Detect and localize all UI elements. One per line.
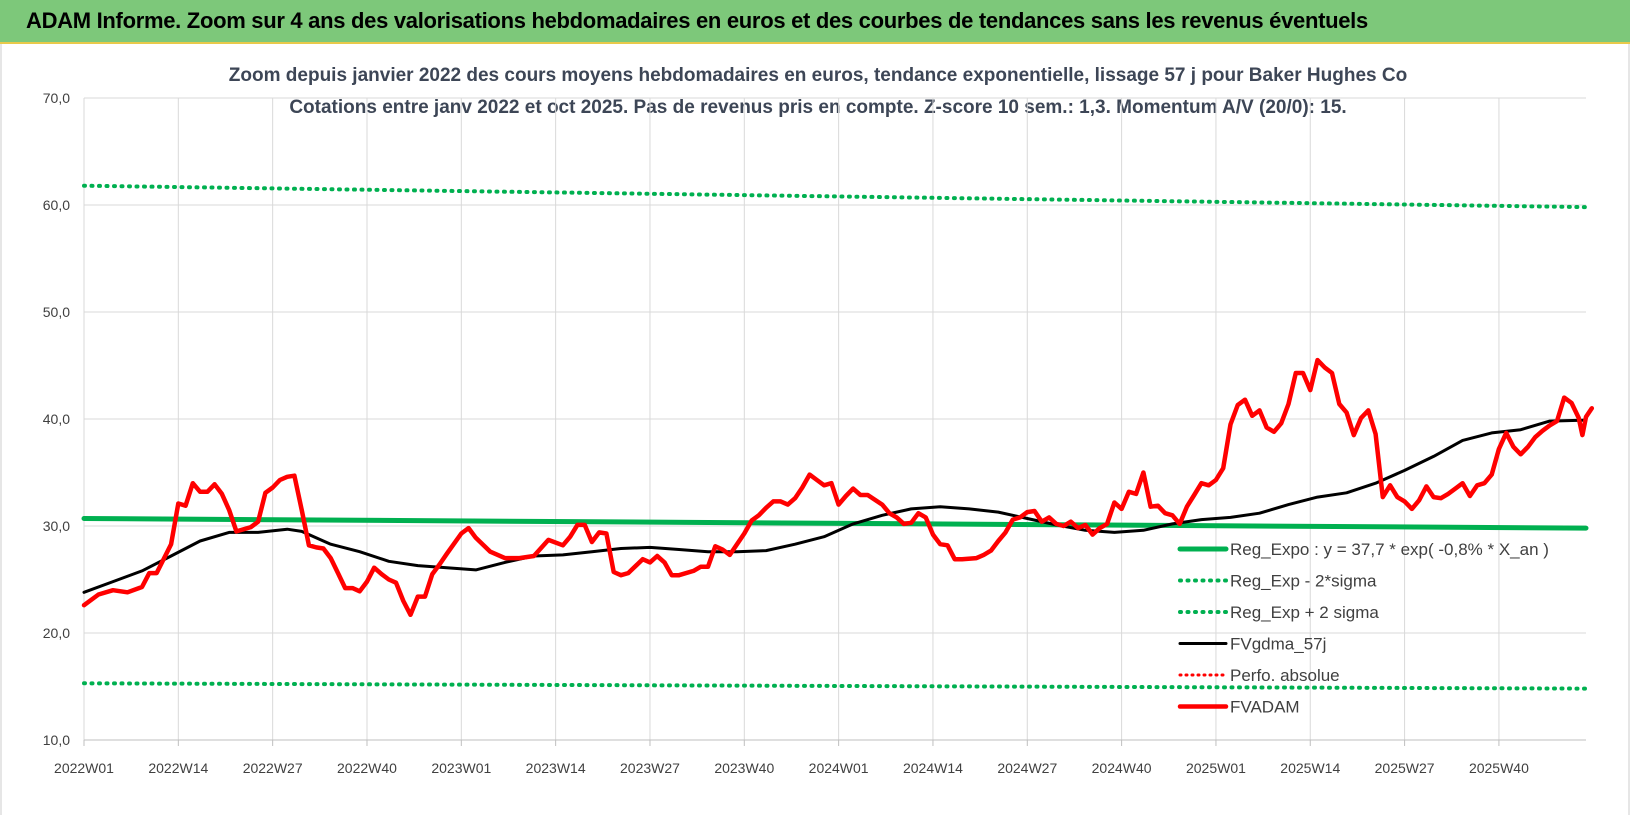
- y-tick-label: 40,0: [43, 411, 70, 427]
- series-line-1: [82, 681, 1588, 691]
- legend-label-0: Reg_Expo : y = 37,7 * exp( -0,8% * X_an …: [1230, 540, 1549, 559]
- y-tick-label: 30,0: [43, 518, 70, 534]
- grid: [83, 97, 1586, 746]
- series-layer: [81, 183, 1595, 691]
- chart-frame: [0, 44, 1630, 815]
- x-tick-label: 2023W14: [526, 760, 586, 776]
- series-line-3: [82, 418, 1588, 594]
- x-tick-label: 2025W01: [1186, 760, 1246, 776]
- series-line-0: [81, 516, 1589, 531]
- x-tick-label: 2024W14: [903, 760, 963, 776]
- x-tick-label: 2022W27: [243, 760, 303, 776]
- legend-label-3: FVgdma_57j: [1230, 635, 1326, 654]
- y-tick-label: 60,0: [43, 197, 70, 213]
- chart-subtitle: Cotations entre janv 2022 et oct 2025. P…: [289, 97, 1346, 118]
- x-tick-label: 2024W01: [809, 760, 869, 776]
- x-tick-label: 2024W40: [1092, 760, 1152, 776]
- y-axis-ticks: 10,0 20,0 30,0 40,0 50,0 60,0 70,0: [43, 90, 70, 748]
- y-tick-label: 10,0: [43, 732, 70, 748]
- x-tick-label: 2025W14: [1280, 760, 1340, 776]
- x-tick-label: 2023W01: [431, 760, 491, 776]
- x-tick-label: 2024W27: [997, 760, 1057, 776]
- y-tick-label: 50,0: [43, 304, 70, 320]
- header-bar: ADAM Informe. Zoom sur 4 ans des valoris…: [0, 0, 1630, 44]
- x-axis-ticks: 2022W01 2022W14 2022W27 2022W40 2023W01 2023W…: [54, 760, 1529, 776]
- chart-title: Zoom depuis janvier 2022 des cours moyen…: [229, 65, 1407, 86]
- legend-label-5: FVADAM: [1230, 698, 1300, 717]
- y-tick-label: 70,0: [43, 90, 70, 106]
- legend-label-4: Perfo. absolue: [1230, 666, 1340, 685]
- report-title: ADAM Informe. Zoom sur 4 ans des valoris…: [26, 8, 1368, 33]
- legend-label-2: Reg_Exp + 2 sigma: [1230, 603, 1379, 622]
- legend: Reg_Expo : y = 37,7 * exp( -0,8% * X_an …: [1177, 540, 1549, 717]
- x-tick-label: 2022W40: [337, 760, 397, 776]
- x-tick-label: 2025W40: [1469, 760, 1529, 776]
- legend-label-1: Reg_Exp - 2*sigma: [1230, 572, 1377, 591]
- series-line-2: [82, 183, 1588, 210]
- x-tick-label: 2023W27: [620, 760, 680, 776]
- x-tick-label: 2025W27: [1375, 760, 1435, 776]
- y-tick-label: 20,0: [43, 625, 70, 641]
- x-tick-label: 2023W40: [714, 760, 774, 776]
- x-tick-label: 2022W14: [148, 760, 208, 776]
- series-line-5: [81, 357, 1595, 618]
- x-tick-label: 2022W01: [54, 760, 114, 776]
